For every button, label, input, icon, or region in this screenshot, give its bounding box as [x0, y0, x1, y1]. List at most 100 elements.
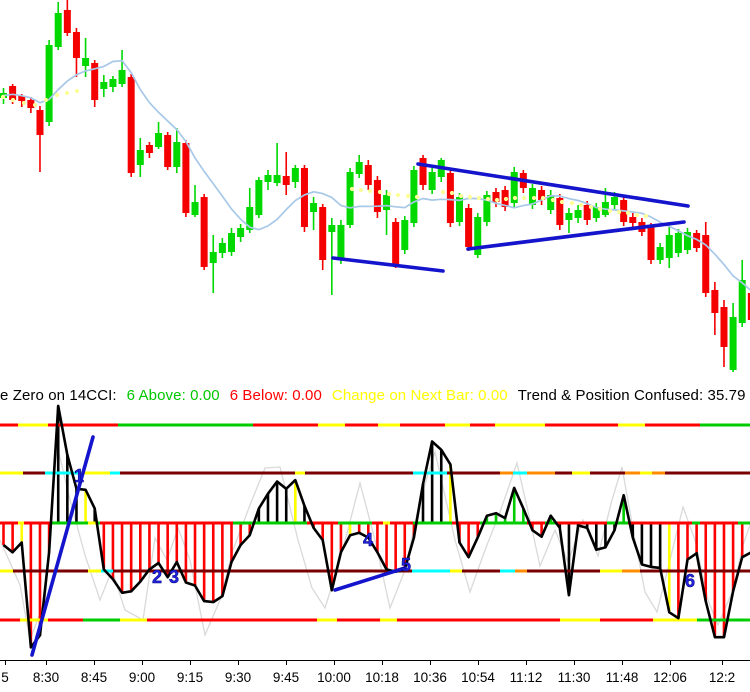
status-segment: 6 Below: 0.00 [229, 387, 322, 404]
signal-dot [550, 197, 556, 203]
candle-body [118, 70, 126, 84]
candle-body [127, 77, 135, 173]
signal-dot [358, 187, 364, 193]
candle-body [592, 207, 600, 218]
signal-dot [643, 213, 649, 219]
time-axis-label: 10:00 [317, 670, 351, 685]
candle-body [383, 195, 391, 210]
signal-dot [0, 94, 6, 100]
signal-dot [74, 88, 80, 94]
candle-body [136, 150, 144, 165]
candle-body [246, 207, 254, 230]
candle-body [401, 220, 409, 250]
candle-body [528, 188, 536, 205]
signal-dot [512, 195, 518, 201]
candle-body [155, 133, 163, 147]
candle-body [100, 82, 108, 89]
signal-dot [467, 194, 473, 200]
candle-body [392, 222, 400, 265]
candle-body [693, 233, 701, 248]
candle-body [9, 86, 17, 100]
trendline [333, 566, 407, 592]
candle-body [674, 233, 682, 253]
candle-body [483, 195, 491, 222]
candle-body [729, 317, 737, 370]
candle-body [510, 172, 518, 203]
signal-dot [32, 102, 38, 108]
candle-body [611, 197, 619, 205]
candle-body [310, 203, 318, 212]
indicator-status-bar: e Zero on 14CCI: 6 Above: 0.00 6 Below: 0.… [0, 387, 750, 407]
candle-body [684, 232, 691, 250]
axis-tick [670, 661, 671, 665]
candle-body [328, 225, 336, 232]
signal-dot [349, 186, 355, 192]
candle-body [364, 165, 372, 185]
signal-dot [503, 196, 509, 202]
signal-dot [449, 190, 455, 196]
annotation-number: 6 [685, 571, 695, 591]
annotation-number: 1 [74, 466, 84, 486]
candle-body [647, 227, 655, 260]
signal-dot [377, 189, 383, 195]
candle-body [556, 198, 564, 225]
candle-body [300, 168, 308, 227]
price-trendlines [331, 162, 690, 273]
signal-dot [54, 92, 60, 98]
candle-body [419, 158, 427, 185]
axis-tick [142, 661, 143, 665]
candle-body [209, 252, 217, 263]
signal-dot [367, 188, 373, 194]
signal-dot [21, 100, 27, 106]
candle-body [291, 168, 299, 182]
candle-body [63, 10, 71, 33]
status-segment: Trend & Position Confused: 35.79 [517, 387, 746, 404]
candle-body [474, 217, 482, 255]
time-axis-label: 11:30 [557, 670, 591, 685]
candle-body [629, 217, 637, 223]
time-axis-label: 11:12 [509, 670, 543, 685]
signal-dot [458, 193, 464, 199]
candle-body [255, 180, 263, 215]
status-segment: Change on Next Bar: 0.00 [331, 387, 508, 404]
signal-dot [531, 195, 537, 201]
axis-tick [526, 661, 527, 665]
candle-body [191, 202, 199, 215]
signal-dot [578, 202, 584, 208]
signal-dot [597, 206, 603, 212]
candle-body [145, 145, 153, 153]
moving-average-line [3, 59, 750, 291]
signal-dot [414, 194, 420, 200]
time-axis-label: 10:54 [461, 670, 495, 685]
time-axis-label: 5 [1, 670, 9, 685]
axis-tick [94, 661, 95, 665]
candle-body [264, 175, 272, 182]
candle-body [492, 192, 500, 202]
axis-tick [46, 661, 47, 665]
signal-dot [540, 195, 546, 201]
time-axis-label: 9:15 [176, 670, 204, 685]
signal-dot [607, 208, 613, 214]
signal-dot [476, 195, 482, 201]
candle-body [72, 32, 80, 58]
candle-body [465, 208, 473, 247]
signal-dot [386, 191, 392, 197]
candle-body [218, 243, 226, 253]
candle-body [200, 197, 208, 267]
trendline [30, 435, 95, 657]
signal-dot [625, 210, 631, 216]
axis-tick [722, 661, 723, 665]
time-axis-label: 12:06 [653, 670, 687, 685]
candle-body [337, 225, 345, 260]
time-axis: 5 8:30 8:45 9:00 9:15 9:30 9:45 10:00 10:18 10:36… [0, 660, 750, 692]
axis-tick [430, 661, 431, 665]
signal-dot [64, 90, 70, 96]
candle-body [319, 207, 327, 260]
secondary-cci-line [0, 444, 750, 643]
time-axis-label: 10:18 [365, 670, 399, 685]
annotation-number: 3 [169, 567, 179, 587]
axis-tick [382, 661, 383, 665]
time-axis-label: 8:30 [32, 670, 60, 685]
